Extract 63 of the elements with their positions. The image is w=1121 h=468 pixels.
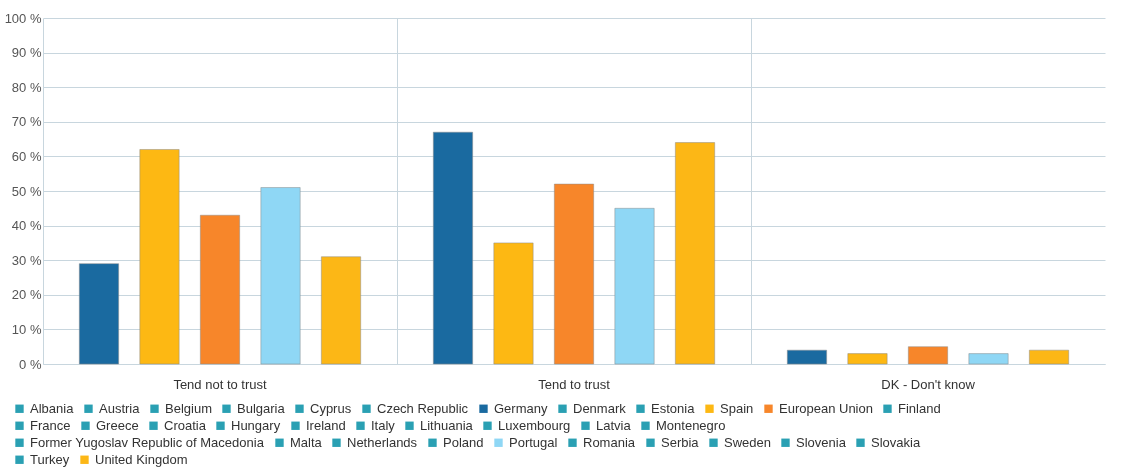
legend-label: Latvia	[596, 417, 632, 433]
legend-label: Former Yugoslav Republic of Macedonia	[30, 434, 265, 450]
bar	[614, 208, 655, 365]
bar	[787, 349, 827, 365]
bar	[1029, 349, 1069, 365]
legend-label: Sweden	[724, 434, 771, 450]
legend-label: Italy	[371, 417, 396, 433]
legend-label: Lithuania	[420, 417, 474, 433]
y-tick-label: 60 %	[11, 148, 42, 164]
legend-label: Denmark	[573, 400, 627, 416]
legend-label: Hungary	[231, 417, 281, 433]
legend-label: European Union	[779, 400, 873, 416]
bar	[675, 142, 715, 365]
legend-label: Bulgaria	[237, 400, 286, 416]
legend-label: Czech Republic	[377, 400, 469, 416]
y-tick-label: 0 %	[19, 356, 42, 372]
legend-label: Ireland	[306, 417, 346, 433]
bar	[847, 353, 888, 365]
legend-label: Poland	[443, 434, 484, 450]
legend-label: Croatia	[164, 417, 207, 433]
y-tick-label: 70 %	[11, 114, 42, 130]
bar	[200, 214, 240, 365]
legend-label: Cyprus	[310, 400, 352, 416]
legend-label: Estonia	[651, 400, 696, 416]
bar	[260, 187, 301, 365]
legend-label: Netherlands	[347, 434, 418, 450]
y-tick-label: 50 %	[11, 183, 42, 199]
x-tick-label: DK - Don't know	[881, 376, 976, 392]
legend-label: Spain	[720, 400, 754, 416]
legend-label: Greece	[96, 417, 139, 433]
bar	[79, 263, 119, 365]
y-tick-label: 10 %	[11, 321, 42, 337]
legend-label: Montenegro	[656, 417, 726, 433]
y-tick-label: 80 %	[11, 79, 42, 95]
legend-label: Finland	[898, 400, 941, 416]
bar	[968, 353, 1009, 365]
legend-label: United Kingdom	[95, 451, 188, 467]
legend-label: Serbia	[661, 434, 700, 450]
legend-label: Austria	[99, 400, 141, 416]
legend-label: Belgium	[165, 400, 212, 416]
legend-label: Slovakia	[871, 434, 921, 450]
legend-label: Luxembourg	[498, 417, 571, 433]
bar	[139, 149, 180, 365]
x-tick-label: Tend to trust	[538, 376, 611, 392]
bar	[493, 242, 534, 365]
bar	[554, 183, 594, 365]
legend-label: Slovenia	[796, 434, 847, 450]
legend-label: Germany	[494, 400, 548, 416]
legend-label: Romania	[583, 434, 636, 450]
legend-label: Turkey	[30, 451, 70, 467]
y-tick-label: 40 %	[11, 218, 42, 234]
legend-label: Malta	[290, 434, 323, 450]
bar	[908, 346, 948, 365]
y-tick-label: 100 %	[4, 10, 42, 26]
legend-label: Portugal	[509, 434, 558, 450]
legend-label: Albania	[30, 400, 75, 416]
bar	[433, 131, 473, 365]
legend-label: France	[30, 417, 71, 433]
y-tick-label: 20 %	[11, 287, 42, 303]
y-tick-label: 90 %	[11, 45, 42, 61]
y-tick-label: 30 %	[11, 252, 42, 268]
bar	[321, 256, 361, 365]
x-tick-label: Tend not to trust	[173, 376, 267, 392]
